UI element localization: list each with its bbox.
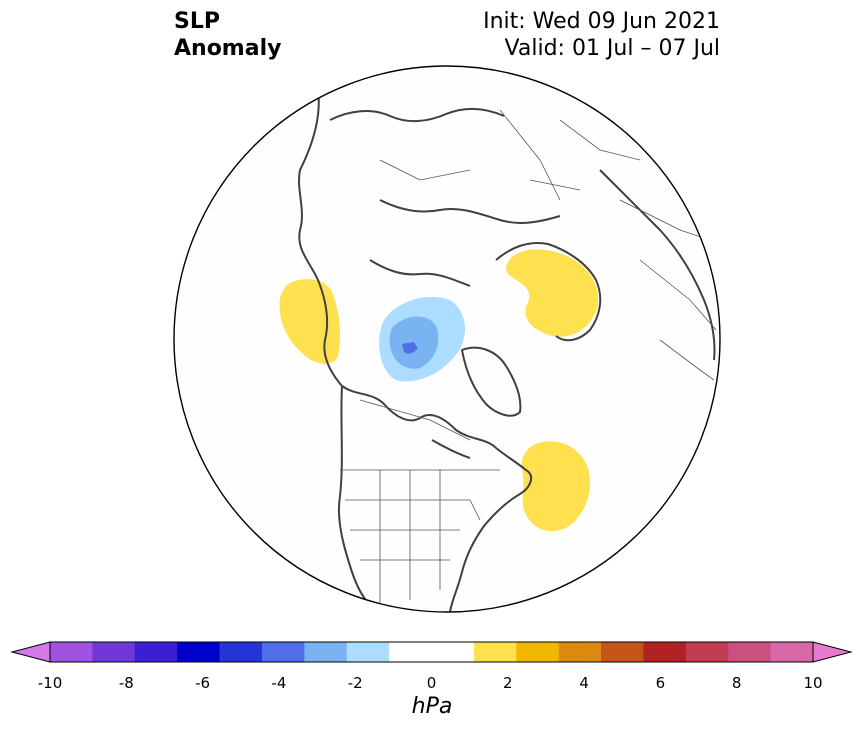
chart-title-left: SLP Anomaly: [174, 8, 281, 62]
political-borders: [340, 109, 717, 610]
colorbar-tick-label: -4: [271, 674, 287, 692]
colorbar-tick-label: -10: [37, 674, 63, 692]
colorbar-tick-label: 6: [655, 674, 666, 692]
colorbar-tick-label: 10: [803, 674, 823, 692]
colorbar-bin: [516, 642, 560, 662]
colorbar-bin: [389, 642, 432, 662]
valid-range-label: Valid: 01 Jul – 07 Jul: [504, 36, 720, 61]
anomaly-arctic-core: [402, 342, 418, 354]
colorbar-tick-label: 0: [426, 674, 437, 692]
anomaly-atlantic: [521, 441, 590, 532]
colorbar-extend-high: [812, 641, 853, 663]
colorbar-tick-label: 4: [579, 674, 589, 692]
colorbar-bin: [728, 642, 772, 662]
colorbar-bin: [177, 642, 221, 662]
map-content: [279, 89, 717, 612]
colorbar: [10, 641, 853, 663]
colorbar-cells: [10, 641, 853, 663]
field-label: Anomaly: [174, 36, 282, 61]
colorbar-bin: [643, 642, 687, 662]
colorbar-bin: [50, 642, 93, 662]
colorbar-extend-low: [10, 641, 51, 663]
colorbar-bin: [473, 642, 517, 662]
variable-label: SLP: [174, 9, 220, 34]
colorbar-tick-label: 2: [503, 674, 513, 692]
colorbar-bin: [304, 642, 348, 662]
colorbar-bin: [92, 642, 136, 662]
init-date-label: Init: Wed 09 Jun 2021: [483, 9, 720, 34]
colorbar-tick-label: 8: [731, 674, 742, 692]
colorbar-tick-label: -6: [195, 674, 211, 692]
colorbar-bin: [346, 642, 390, 662]
anomaly-scandinavia: [506, 249, 599, 337]
colorbar-bin: [219, 642, 263, 662]
colorbar-tick-label: -2: [347, 674, 363, 692]
chart-title-right: Init: Wed 09 Jun 2021 Valid: 01 Jul – 07…: [483, 8, 720, 62]
colorbar-bin: [431, 642, 475, 662]
map-boundary: [173, 65, 721, 613]
colorbar-frame: [49, 641, 814, 663]
colorbar-bin: [601, 642, 644, 662]
colorbar-bin: [558, 642, 602, 662]
colorbar-units-label: hPa: [411, 694, 453, 719]
polar-map: [173, 65, 721, 613]
colorbar-bin: [134, 642, 178, 662]
colorbar-tick-label: -8: [118, 674, 134, 692]
colorbar-bin: [770, 642, 814, 662]
colorbar-bin: [685, 642, 729, 662]
colorbar-bin: [261, 642, 305, 662]
